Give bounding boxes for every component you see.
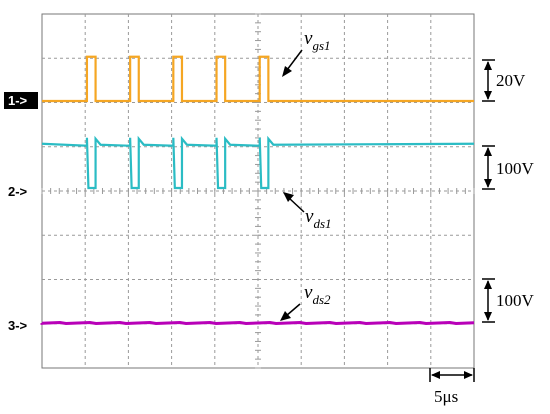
svg-text:vds2: vds2 — [304, 282, 331, 307]
scale-ch2-label: 100V — [496, 159, 535, 178]
svg-text:vgs1: vgs1 — [304, 28, 331, 53]
time-scale-label: 5μs — [434, 387, 458, 406]
trace-v-gs1 — [42, 55, 474, 103]
vds2-label: v — [304, 282, 313, 303]
channel-1-marker-text: 1-> — [8, 93, 28, 108]
annotation-vgs1: vgs1 — [282, 28, 331, 77]
vds1-label: v — [305, 206, 314, 227]
annotation-vds1: vds1 — [283, 192, 332, 231]
scale-ch3-label: 100V — [496, 291, 535, 310]
time-scale-indicator: 5μs — [429, 368, 475, 406]
vgs1-label: v — [304, 28, 313, 49]
grid — [41, 13, 475, 369]
annotation-vds2: vds2 — [280, 282, 331, 321]
vds2-label-sub: ds2 — [312, 292, 331, 307]
trace-v-ds2 — [40, 320, 475, 326]
channel-3-marker: 3-> — [8, 318, 28, 333]
vds1-label-sub: ds1 — [313, 216, 331, 231]
scale-ch1: 20V — [482, 59, 526, 102]
scale-ch3: 100V — [482, 278, 535, 323]
channel-1-marker: 1-> — [4, 92, 38, 109]
scale-ch2: 100V — [482, 145, 535, 190]
channel-2-marker: 2-> — [8, 184, 28, 199]
scale-ch1-label: 20V — [496, 71, 526, 90]
trace-v-ds1 — [41, 135, 475, 190]
svg-text:vds1: vds1 — [305, 206, 332, 231]
traces — [40, 55, 475, 326]
vgs1-label-sub: gs1 — [312, 38, 330, 53]
